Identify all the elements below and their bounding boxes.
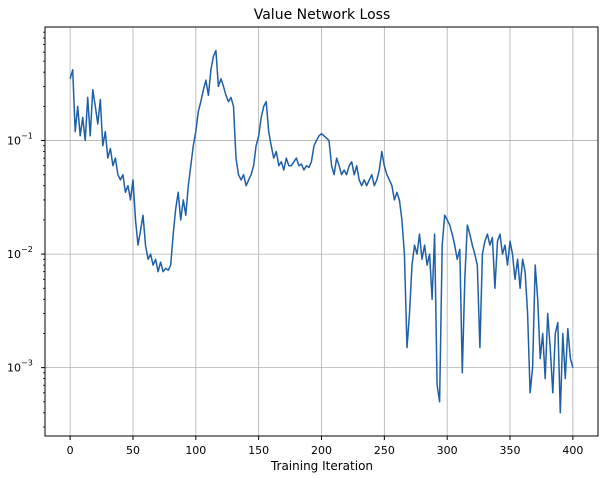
series-group bbox=[69, 49, 574, 414]
x-tick-label: 350 bbox=[500, 444, 521, 457]
x-axis: 0 50 100 150 200 250 300 350 400 bbox=[67, 436, 583, 457]
x-tick-label: 50 bbox=[126, 444, 140, 457]
y-tick-label: 10 bbox=[7, 135, 21, 148]
x-tick-label: 100 bbox=[185, 444, 206, 457]
x-tick-label: 400 bbox=[562, 444, 583, 457]
x-tick-label: 250 bbox=[374, 444, 395, 457]
y-tick-label: 10 bbox=[7, 362, 21, 375]
y-tick-exponent: −2 bbox=[21, 245, 33, 254]
y-axis: 10−310−210−1 bbox=[7, 31, 45, 428]
y-tick-exponent: −3 bbox=[21, 359, 33, 368]
x-tick-label: 200 bbox=[311, 444, 332, 457]
y-tick-label: 10 bbox=[7, 248, 21, 261]
chart-title: Value Network Loss bbox=[254, 7, 391, 23]
x-axis-title: Training Iteration bbox=[270, 459, 373, 473]
y-tick-exponent: −1 bbox=[21, 132, 33, 141]
x-tick-label: 0 bbox=[67, 444, 74, 457]
x-tick-label: 300 bbox=[437, 444, 458, 457]
x-tick-label: 150 bbox=[248, 444, 269, 457]
grid-lines bbox=[45, 27, 598, 436]
series-line bbox=[69, 49, 574, 414]
